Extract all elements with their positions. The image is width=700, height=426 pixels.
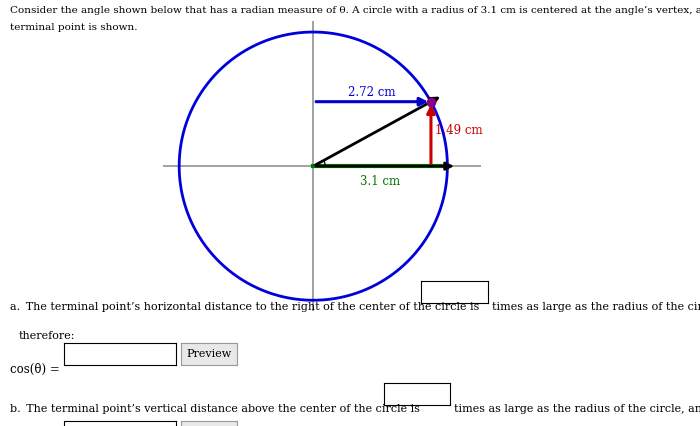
Text: b. The terminal point’s vertical distance above the center of the circle is: b. The terminal point’s vertical distanc…: [10, 404, 420, 414]
Text: times as large as the radius of the circle, and: times as large as the radius of the circ…: [492, 302, 700, 312]
Text: 2.72 cm: 2.72 cm: [349, 86, 396, 99]
Text: terminal point is shown.: terminal point is shown.: [10, 23, 137, 32]
Text: times as large as the radius of the circle, and therefore:: times as large as the radius of the circ…: [454, 404, 700, 414]
Text: therefore:: therefore:: [19, 331, 76, 341]
Text: 1.49 cm: 1.49 cm: [435, 124, 482, 137]
Text: Preview: Preview: [186, 348, 231, 359]
Text: 3.1 cm: 3.1 cm: [360, 175, 400, 188]
Text: a. The terminal point’s horizontal distance to the right of the center of the ci: a. The terminal point’s horizontal dista…: [10, 302, 480, 312]
Text: cos(θ) =: cos(θ) =: [10, 363, 60, 377]
Text: Consider the angle shown below that has a radian measure of θ. A circle with a r: Consider the angle shown below that has …: [10, 6, 700, 15]
